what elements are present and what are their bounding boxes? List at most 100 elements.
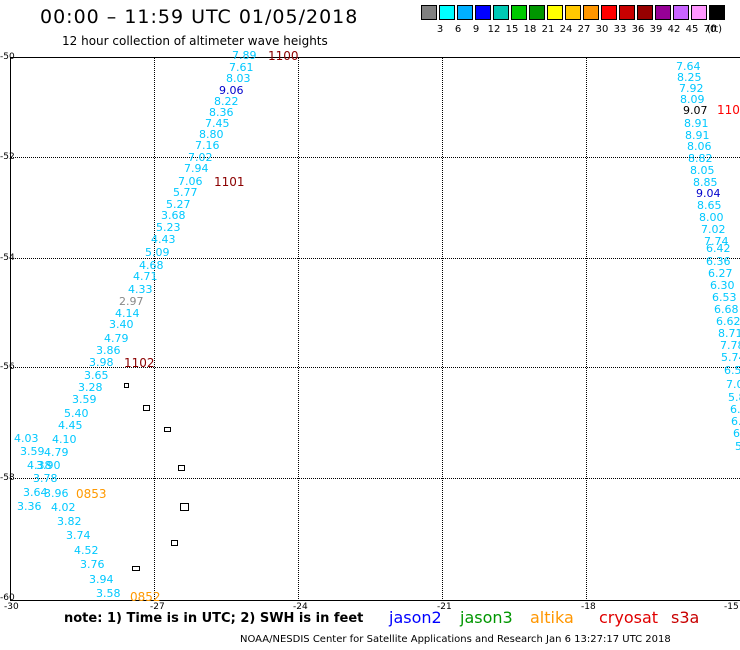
wave-height-label: 3.59	[20, 445, 45, 458]
scale-swatch	[457, 5, 473, 20]
legend-jason2: jason2	[389, 608, 442, 627]
wave-height-label: 3.68	[161, 209, 186, 222]
wave-height-label: 4.03	[14, 432, 39, 445]
wave-height-label: 5.23	[156, 221, 181, 234]
map-subtitle: 12 hour collection of altimeter wave hei…	[62, 34, 328, 48]
island-outline	[164, 427, 171, 432]
scale-swatch	[691, 5, 707, 20]
lon-label: -30	[4, 602, 19, 612]
scale-label: 6	[454, 24, 462, 35]
wave-height-label: 8.82	[688, 152, 713, 165]
wave-height-label: 8.00	[699, 211, 724, 224]
wave-height-label: 4.45	[58, 419, 83, 432]
wave-height-label: 3.40	[109, 318, 134, 331]
wave-height-label: 3.28	[78, 381, 103, 394]
meridian-line	[298, 57, 299, 601]
time-label: 0852	[130, 590, 161, 604]
scale-swatch	[619, 5, 635, 20]
wave-height-label: 4.52	[74, 544, 99, 557]
wave-height-label: 3.90	[36, 459, 61, 472]
wave-height-label: 7.02	[188, 151, 213, 164]
wave-height-label: 8.65	[697, 199, 722, 212]
lon-label: -21	[437, 602, 452, 612]
wave-height-label: 4.33	[128, 283, 153, 296]
lon-label: -15	[724, 602, 739, 612]
scale-label: 39	[649, 24, 663, 35]
wave-height-label: 7.94	[184, 162, 209, 175]
wave-height-label: 6.1	[731, 415, 740, 428]
wave-height-label: 9.04	[696, 187, 721, 200]
wave-height-label: 9.06	[219, 84, 244, 97]
wave-height-label: 6.0	[733, 427, 740, 440]
wave-height-label: 3.36	[17, 500, 42, 513]
time-label: 1101	[214, 175, 245, 189]
wave-height-label: 4.02	[51, 501, 76, 514]
wave-height-label: 8.25	[677, 71, 702, 84]
wave-height-label: 3.58	[96, 587, 121, 600]
time-label: 1100	[268, 49, 299, 63]
wave-height-label: 8.91	[684, 117, 709, 130]
scale-label: 24	[559, 24, 573, 35]
scale-swatch	[475, 5, 491, 20]
scale-swatch	[511, 5, 527, 20]
wave-height-label: 6.27	[708, 267, 733, 280]
wave-height-label: 3.94	[89, 573, 114, 586]
wave-height-label: 7.64	[676, 60, 701, 73]
scale-swatch	[439, 5, 455, 20]
wave-height-label: 6.53	[712, 291, 737, 304]
wave-height-label: 7.61	[229, 61, 254, 74]
wave-height-label: 6.68	[714, 303, 739, 316]
wave-height-label: 4.43	[151, 233, 176, 246]
wave-height-label: 3.74	[66, 529, 91, 542]
wave-height-label: 4.68	[139, 259, 164, 272]
footer-credit: NOAA/NESDIS Center for Satellite Applica…	[240, 634, 671, 645]
legend-jason3: jason3	[460, 608, 513, 627]
scale-swatch	[583, 5, 599, 20]
scale-swatch	[655, 5, 671, 20]
wave-height-label: 4.79	[44, 446, 69, 459]
scale-swatch	[547, 5, 563, 20]
scale-label: 12	[487, 24, 501, 35]
wave-height-label: 9.07	[683, 104, 708, 117]
scale-label: 18	[523, 24, 537, 35]
wave-height-label: 8.22	[214, 95, 239, 108]
island-outline	[180, 503, 189, 511]
scale-label: 9	[472, 24, 480, 35]
wave-height-label: 5.09	[145, 246, 170, 259]
legend-s3a: s3a	[671, 608, 700, 627]
scale-swatch	[529, 5, 545, 20]
wave-height-label: 7.92	[679, 82, 704, 95]
map-frame	[10, 57, 740, 601]
wave-height-label: 7.78	[720, 339, 740, 352]
parallel-line	[10, 258, 740, 259]
parallel-line	[10, 367, 740, 368]
wave-height-label: 5.8	[728, 391, 740, 404]
lat-label: -54	[0, 253, 15, 263]
lon-label: -24	[293, 602, 308, 612]
wave-height-label: 7.16	[195, 139, 220, 152]
wave-height-label: 5.27	[166, 198, 191, 211]
wave-height-label: 4.38	[27, 459, 52, 472]
wave-height-label: 6.30	[710, 279, 735, 292]
wave-height-label: 4.14	[115, 307, 140, 320]
wave-height-label: 3.96	[44, 487, 69, 500]
parallel-line	[10, 478, 740, 479]
wave-height-label: 3.82	[57, 515, 82, 528]
wave-height-label: 7.06	[178, 175, 203, 188]
scale-label: 33	[613, 24, 627, 35]
scale-label: 3	[436, 24, 444, 35]
lon-label: -27	[150, 602, 165, 612]
scale-unit: (ft)	[707, 24, 723, 35]
wave-height-label: 8.06	[687, 140, 712, 153]
map-title: 00:00 – 11:59 UTC 01/05/2018	[40, 6, 359, 28]
scale-label: 21	[541, 24, 555, 35]
wave-height-label: 3.78	[33, 472, 58, 485]
wave-height-label: 5.8	[735, 440, 740, 453]
wave-height-label: 3.76	[80, 558, 105, 571]
lat-label: -60	[0, 593, 15, 603]
scale-label: 36	[631, 24, 645, 35]
legend-altika: altika	[530, 608, 574, 627]
scale-label: 42	[667, 24, 681, 35]
wave-height-label: 8.03	[226, 72, 251, 85]
island-outline	[171, 540, 178, 546]
